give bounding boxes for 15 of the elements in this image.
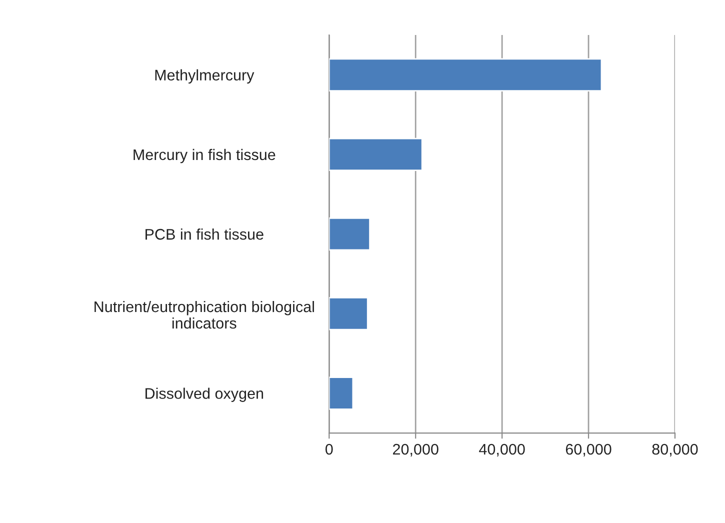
x-tick-label: 80,000 — [652, 444, 698, 456]
x-tick-label: 40,000 — [479, 444, 525, 456]
y-tick-label: Methylmercury — [155, 69, 254, 84]
x-tick-label: 60,000 — [566, 444, 612, 456]
y-tick-label: Mercury in fish tissue — [134, 148, 276, 164]
y-tick-label: Dissolved oxygen — [146, 388, 264, 402]
y-tick-label: Nutrient/eutrophication biological indicators — [94, 300, 314, 329]
bar — [329, 297, 368, 330]
x-tick-label: 20,000 — [393, 444, 438, 456]
x-tick-label: 0 — [326, 444, 333, 455]
bar — [329, 217, 370, 251]
bar — [329, 376, 354, 410]
bar — [329, 58, 602, 92]
y-tick-label: PCB in fish tissue — [146, 228, 264, 240]
bar — [329, 138, 423, 172]
